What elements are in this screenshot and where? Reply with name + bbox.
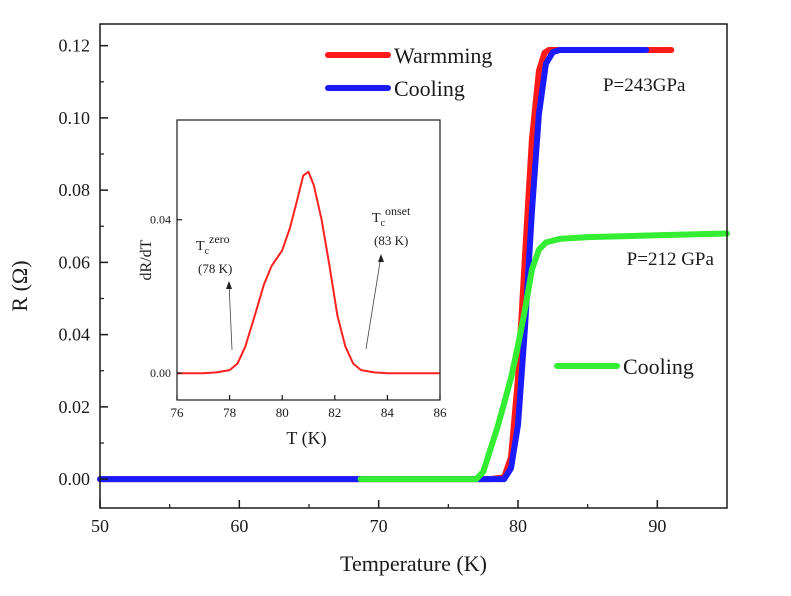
inset-annotation-1-value: (83 K) [374,233,408,248]
main-y-tick-label-2: 0.04 [59,325,91,345]
inset-x-tick-label-5: 86 [434,405,448,420]
inset-annotations: Tczero(78 K)Tconset(83 K) [196,204,411,351]
main-x-axis-label: Temperature (K) [340,551,487,576]
main-annotations: P=243GPa P=212 GPa [603,75,715,270]
inset-background [177,120,440,400]
inset-annotation-1-sub: c [381,218,386,229]
inset-series-line-0 [177,170,440,375]
main-plot-frame [99,23,728,509]
inset-annotation-1-arrowhead [378,254,384,262]
legend-label-0: Warmming [394,43,492,68]
main-y-axis-ticks: 0.00 0.02 0.04 0.06 0.08 0.10 0.12 [59,36,108,489]
main-y-tick-label-5: 0.10 [59,108,91,128]
inset-x-axis-ticks: 76 78 80 82 84 86 [171,395,448,420]
inset-x-tick-label-1: 78 [223,405,236,420]
inset-x-axis-label: T (K) [286,428,326,449]
inset-plot: 76 78 80 82 84 86 0.000.04 T (K) dR/dT Tczero… [138,119,448,449]
main-plot: 50 60 70 80 90 0.000.020.040.060.080.100.12 … [7,23,730,576]
pressure-annotation-0: P=243GPa [603,75,686,96]
main-y-tick-label-0: 0.00 [59,469,91,489]
inset-annotation-0-arrowhead [226,281,232,289]
main-x-tick-label-4: 90 [648,516,666,536]
inset-annotation-0-sup: zero [209,232,230,246]
legend-label-2: Cooling [623,354,694,379]
main-y-tick-label-6: 0.12 [59,36,91,56]
inset-x-tick-label-3: 82 [328,405,341,420]
inset-y-tick-label-0: 0.00 [150,366,171,380]
inset-y-tick-label-1: 0.04 [150,213,171,227]
main-series-layer [97,47,730,483]
inset-annotation-1-sup: onset [385,204,411,218]
inset-annotation-0-sub: c [205,246,210,257]
inset-x-tick-label-2: 80 [276,405,289,420]
main-legend: Warmming Cooling Cooling [325,43,694,379]
pressure-annotation-1: P=212 GPa [627,249,715,270]
main-series-line-1 [97,47,650,483]
inset-x-tick-label-0: 76 [171,405,185,420]
main-y-tick-label-4: 0.08 [59,180,91,200]
main-x-tick-label-0: 50 [91,516,109,536]
main-y-tick-label-3: 0.06 [59,252,91,272]
inset-series-layer [177,170,440,375]
main-x-axis-ticks: 50 60 70 80 90 [91,500,666,536]
inset-plot-frame [176,119,441,401]
main-x-tick-label-2: 70 [370,516,388,536]
main-y-tick-label-1: 0.02 [59,397,91,417]
inset-y-axis-label: dR/dT [138,239,155,280]
inset-annotation-0-value: (78 K) [198,261,232,276]
main-series-line-2 [357,230,730,483]
legend-label-1: Cooling [394,76,465,101]
inset-annotation-0-label: Tczero [196,232,230,257]
inset-annotation-1-base: T [372,211,381,226]
inset-annotation-1-arrow [365,255,382,350]
main-x-tick-label-1: 60 [230,516,248,536]
inset-annotation-1-label: Tconset [372,204,411,229]
inset-y-axis-ticks: 0.00 0.04 [150,213,182,380]
inset-x-tick-label-4: 84 [381,405,395,420]
inset-annotation-0-arrow [228,282,233,351]
main-x-tick-label-3: 80 [509,516,527,536]
main-y-axis-label: R (Ω) [7,260,32,311]
inset-annotation-0-base: T [196,239,205,254]
